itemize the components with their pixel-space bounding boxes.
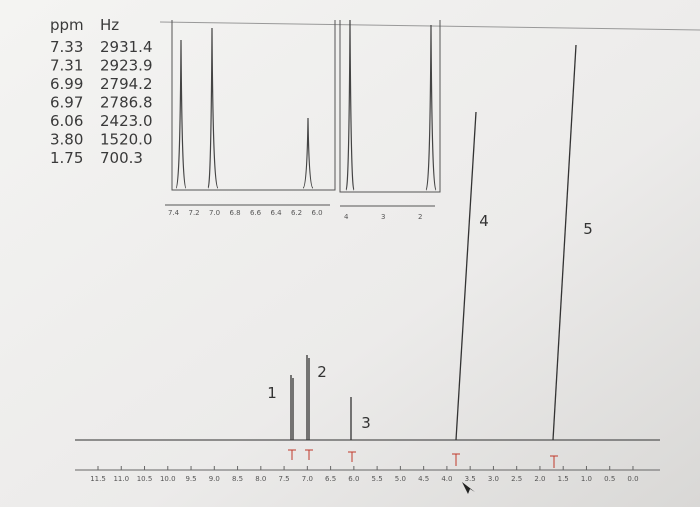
x-tick-label: 6.0 xyxy=(348,475,359,483)
x-tick-label: 8.5 xyxy=(232,475,243,483)
x-tick-label: 9.0 xyxy=(209,475,220,483)
x-tick-label: 2.5 xyxy=(511,475,522,483)
peak-label: 5 xyxy=(583,220,593,238)
inset-tick-label: 6.4 xyxy=(271,209,283,217)
frame-line xyxy=(159,21,700,31)
table-cell: 2423.0 xyxy=(100,112,153,130)
x-tick-label: 0.5 xyxy=(604,475,615,483)
inset-tick-label: 7.4 xyxy=(168,209,180,217)
cursor xyxy=(462,482,475,494)
peak-label: 1 xyxy=(267,384,277,402)
peak-label: 4 xyxy=(479,212,489,230)
table-cell: 1.75 xyxy=(50,149,83,167)
table-cell: 2931.4 xyxy=(100,38,153,56)
x-tick-label: 2.0 xyxy=(534,475,545,483)
x-tick-label: 11.5 xyxy=(90,475,106,483)
inset-tick-label: 4 xyxy=(344,213,349,221)
table-cell: 7.33 xyxy=(50,38,83,56)
x-tick-label: 4.5 xyxy=(418,475,429,483)
x-tick-label: 5.5 xyxy=(372,475,383,483)
x-tick-label: 3.0 xyxy=(488,475,499,483)
inset-tick-label: 7.0 xyxy=(209,209,220,217)
table-cell: 6.97 xyxy=(50,94,83,112)
inset-tick-label: 6.6 xyxy=(250,209,262,217)
main-peaks xyxy=(290,44,577,441)
x-tick-label: 7.0 xyxy=(302,475,313,483)
x-tick-label: 1.0 xyxy=(581,475,592,483)
table-cell: 2786.8 xyxy=(100,94,153,112)
inset-tick-label: 3 xyxy=(381,213,385,221)
x-tick-label: 7.5 xyxy=(279,475,290,483)
x-tick-label: 1.5 xyxy=(558,475,569,483)
x-tick-label: 0.0 xyxy=(627,475,638,483)
x-tick-label: 4.0 xyxy=(441,475,452,483)
table-cell: 2923.9 xyxy=(100,57,153,75)
integrals xyxy=(288,449,558,468)
inset-tick-label: 7.2 xyxy=(189,209,200,217)
inset-tick-label: 2 xyxy=(418,213,422,221)
table-cell: 6.06 xyxy=(50,112,83,130)
inset-peaks xyxy=(175,19,437,191)
table-header: ppm xyxy=(50,16,84,34)
inset-tick-label: 6.2 xyxy=(291,209,302,217)
table-cell: 1520.0 xyxy=(100,131,153,149)
table-cell: 6.99 xyxy=(50,75,83,93)
table-cell: 700.3 xyxy=(100,149,143,167)
x-tick-label: 11.0 xyxy=(113,475,129,483)
table-cell: 7.31 xyxy=(50,57,83,75)
peak-label: 2 xyxy=(317,363,327,381)
inset-tick-label: 6.8 xyxy=(230,209,241,217)
x-tick-label: 3.5 xyxy=(465,475,476,483)
table-header: Hz xyxy=(100,16,119,34)
x-tick-label: 8.0 xyxy=(255,475,266,483)
insets xyxy=(165,20,441,207)
inset-tick-label: 6.0 xyxy=(312,209,323,217)
x-tick-label: 10.5 xyxy=(137,475,153,483)
peak-label: 3 xyxy=(361,414,371,432)
table-cell: 3.80 xyxy=(50,131,83,149)
table-cell: 2794.2 xyxy=(100,75,153,93)
x-tick-label: 9.5 xyxy=(185,475,196,483)
x-tick-label: 10.0 xyxy=(160,475,176,483)
x-tick-label: 5.0 xyxy=(395,475,406,483)
x-tick-label: 6.5 xyxy=(325,475,336,483)
